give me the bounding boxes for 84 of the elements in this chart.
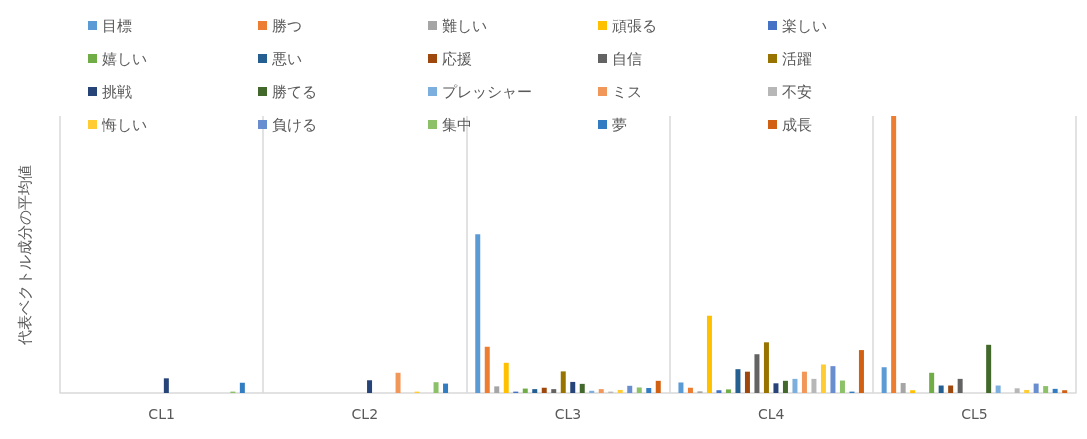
legend-label: 成長 bbox=[782, 115, 812, 134]
bar bbox=[522, 388, 528, 393]
bar bbox=[820, 364, 826, 393]
bar bbox=[655, 380, 661, 393]
bar bbox=[900, 383, 906, 393]
bar bbox=[938, 385, 944, 393]
bar bbox=[986, 344, 992, 393]
legend-label: 悪い bbox=[271, 49, 302, 68]
bar bbox=[792, 378, 798, 393]
bar bbox=[598, 389, 604, 393]
bar bbox=[716, 390, 722, 393]
bar bbox=[839, 380, 845, 393]
legend-label: 勝つ bbox=[272, 16, 302, 35]
legend-label: 目標 bbox=[102, 16, 132, 35]
bar bbox=[579, 383, 585, 393]
bar bbox=[475, 234, 481, 393]
legend-label: 悔しい bbox=[101, 115, 147, 134]
bar bbox=[1052, 388, 1058, 393]
bar bbox=[995, 385, 1001, 393]
legend-label: 不安 bbox=[782, 82, 812, 101]
legend-label: 嬉しい bbox=[102, 49, 147, 68]
legend-label: 夢 bbox=[612, 115, 627, 134]
bar bbox=[782, 380, 788, 393]
legend-label: 自信 bbox=[612, 49, 642, 68]
bar bbox=[541, 387, 547, 393]
bar bbox=[494, 386, 500, 393]
bar bbox=[773, 383, 779, 393]
bar bbox=[735, 369, 741, 393]
x-tick-label: CL5 bbox=[961, 406, 988, 422]
bar bbox=[801, 371, 807, 393]
bar bbox=[1033, 383, 1039, 393]
legend-label: 負ける bbox=[272, 115, 317, 134]
bar bbox=[636, 387, 642, 393]
legend-label: 楽しい bbox=[782, 16, 827, 35]
bar bbox=[1014, 388, 1020, 393]
bar bbox=[433, 382, 439, 393]
bar bbox=[910, 390, 916, 393]
bar bbox=[503, 362, 509, 393]
legend-label: 応援 bbox=[442, 49, 472, 68]
legend-label: 難しい bbox=[442, 16, 487, 35]
bar bbox=[725, 389, 731, 393]
bar bbox=[443, 383, 449, 393]
bar bbox=[706, 315, 712, 393]
bar bbox=[678, 382, 684, 393]
bar bbox=[830, 366, 836, 393]
legend-label: ミス bbox=[612, 82, 642, 101]
y-axis-title: 代表ベクトル成分の平均値 bbox=[15, 164, 34, 346]
x-tick-label: CL4 bbox=[757, 406, 785, 422]
bar bbox=[744, 371, 750, 393]
bar bbox=[1043, 386, 1049, 393]
bar bbox=[627, 385, 633, 393]
bar bbox=[163, 378, 169, 393]
bar bbox=[948, 385, 954, 393]
bar bbox=[929, 372, 935, 393]
bar bbox=[891, 116, 897, 393]
bar bbox=[687, 387, 693, 393]
bar bbox=[646, 388, 652, 393]
bar bbox=[395, 372, 401, 393]
x-tick-label: CL3 bbox=[554, 406, 582, 422]
bar bbox=[560, 371, 566, 393]
bar bbox=[484, 346, 490, 393]
bar bbox=[239, 382, 245, 393]
x-tick-label: CL1 bbox=[148, 406, 175, 422]
bar bbox=[957, 378, 963, 393]
legend-label: 頑張る bbox=[612, 16, 657, 35]
bar bbox=[570, 381, 576, 393]
legend-label: 活躍 bbox=[782, 49, 812, 68]
bar bbox=[1062, 390, 1068, 393]
legend-label: 勝てる bbox=[272, 82, 317, 101]
legend-label: プレッシャー bbox=[442, 82, 532, 101]
bar bbox=[754, 354, 760, 393]
legend-label: 挑戦 bbox=[102, 82, 132, 101]
bar bbox=[1024, 389, 1030, 393]
x-tick-label: CL2 bbox=[351, 406, 379, 422]
bar bbox=[811, 378, 817, 393]
bar bbox=[763, 342, 769, 393]
bar bbox=[617, 389, 623, 393]
bar bbox=[589, 390, 595, 393]
bar bbox=[881, 367, 887, 393]
bar bbox=[532, 389, 538, 393]
bar bbox=[858, 350, 864, 393]
bar bbox=[367, 380, 373, 393]
legend-label: 集中 bbox=[442, 115, 472, 134]
bar bbox=[551, 389, 557, 393]
